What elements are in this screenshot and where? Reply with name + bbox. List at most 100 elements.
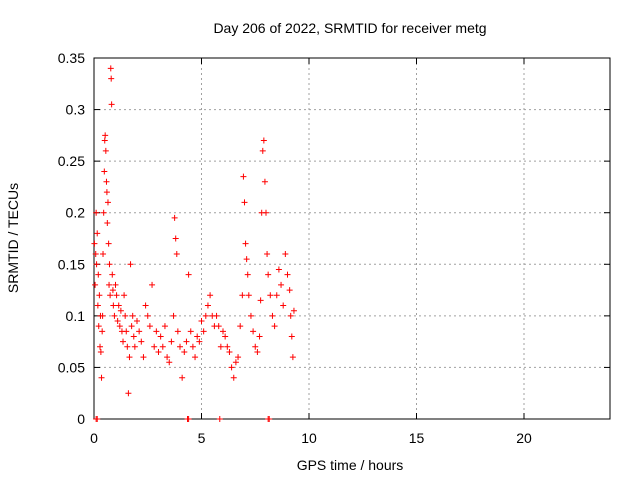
- data-point: [149, 281, 156, 288]
- data-point: [174, 328, 181, 335]
- data-point: [183, 338, 190, 345]
- data-point: [157, 333, 164, 340]
- data-point: [142, 302, 149, 309]
- data-point: [126, 354, 133, 361]
- data-point: [254, 348, 261, 355]
- data-point: [261, 178, 268, 185]
- data-point: [220, 328, 226, 335]
- data-point: [230, 374, 237, 381]
- data-point: [282, 250, 289, 257]
- y-tick-label: 0: [77, 411, 85, 427]
- data-point: [263, 209, 269, 216]
- x-tick-label: 15: [409, 430, 425, 446]
- data-point: [144, 312, 151, 319]
- data-point: [140, 354, 147, 361]
- data-point: [228, 364, 235, 371]
- data-point: [284, 271, 291, 278]
- data-point: [110, 302, 117, 309]
- data-point: [95, 271, 102, 278]
- data-point: [185, 271, 192, 278]
- data-point: [177, 343, 183, 350]
- data-point: [290, 307, 297, 314]
- data-point: [94, 302, 101, 309]
- data-point: [106, 261, 113, 268]
- x-tick-label: 20: [516, 430, 532, 446]
- data-point: [215, 323, 222, 330]
- data-point: [245, 292, 252, 299]
- data-point: [111, 312, 118, 319]
- data-point: [269, 312, 276, 319]
- data-point: [273, 292, 280, 299]
- data-point: [196, 338, 203, 345]
- y-axis-label: SRMTID / TECUs: [5, 183, 21, 293]
- data-point: [189, 343, 196, 350]
- data-point: [124, 343, 131, 350]
- data-point: [264, 250, 271, 257]
- data-point: [204, 302, 211, 309]
- y-tick-label: 0.05: [58, 359, 85, 375]
- data-point: [120, 338, 127, 345]
- data-point: [172, 235, 179, 242]
- data-point: [181, 348, 188, 355]
- data-point: [123, 328, 130, 335]
- data-point: [153, 328, 160, 335]
- data-point: [103, 178, 110, 185]
- data-point: [289, 354, 296, 361]
- data-point: [104, 220, 111, 227]
- data-point: [104, 199, 111, 206]
- data-point: [232, 359, 239, 366]
- data-point: [243, 256, 250, 263]
- data-point: [125, 390, 132, 397]
- data-point: [187, 328, 194, 335]
- data-point: [112, 281, 119, 288]
- data-point: [92, 281, 99, 288]
- data-point: [278, 281, 285, 288]
- data-point: [107, 292, 114, 299]
- data-point: [280, 302, 287, 309]
- data-point: [97, 343, 104, 350]
- data-point: [173, 250, 180, 257]
- data-point: [194, 333, 201, 340]
- data-point: [170, 312, 177, 319]
- data-point: [151, 343, 158, 350]
- data-point: [260, 137, 267, 144]
- chart-title: Day 206 of 2022, SRMTID for receiver met…: [213, 20, 486, 36]
- data-point: [108, 101, 115, 108]
- data-point: [105, 240, 112, 247]
- data-point: [244, 271, 251, 278]
- data-point: [114, 318, 121, 325]
- y-tick-label: 0.35: [58, 50, 85, 66]
- data-point: [241, 199, 248, 206]
- data-point: [271, 323, 278, 330]
- data-point: [134, 318, 140, 325]
- data-point: [93, 209, 100, 216]
- x-tick-label: 10: [301, 430, 317, 446]
- data-point: [166, 359, 173, 366]
- data-point: [94, 230, 101, 237]
- data-point: [159, 343, 166, 350]
- data-point: [128, 323, 135, 330]
- data-point: [213, 312, 220, 319]
- y-tick-label: 0.2: [66, 205, 86, 221]
- data-point: [161, 323, 168, 330]
- data-point: [102, 147, 109, 154]
- data-point: [239, 292, 246, 299]
- data-point: [247, 312, 254, 319]
- data-point: [252, 343, 259, 350]
- data-point: [237, 323, 244, 330]
- data-point: [250, 328, 257, 335]
- data-point: [257, 297, 264, 304]
- data-point: [235, 354, 242, 361]
- data-point: [98, 374, 105, 381]
- data-point: [198, 318, 205, 325]
- data-point: [106, 281, 113, 288]
- data-point: [97, 348, 104, 355]
- data-point: [171, 214, 178, 221]
- data-point: [107, 65, 114, 72]
- data-point: [94, 416, 101, 422]
- data-point: [96, 292, 103, 299]
- data-point: [266, 416, 273, 422]
- data-point: [286, 287, 293, 294]
